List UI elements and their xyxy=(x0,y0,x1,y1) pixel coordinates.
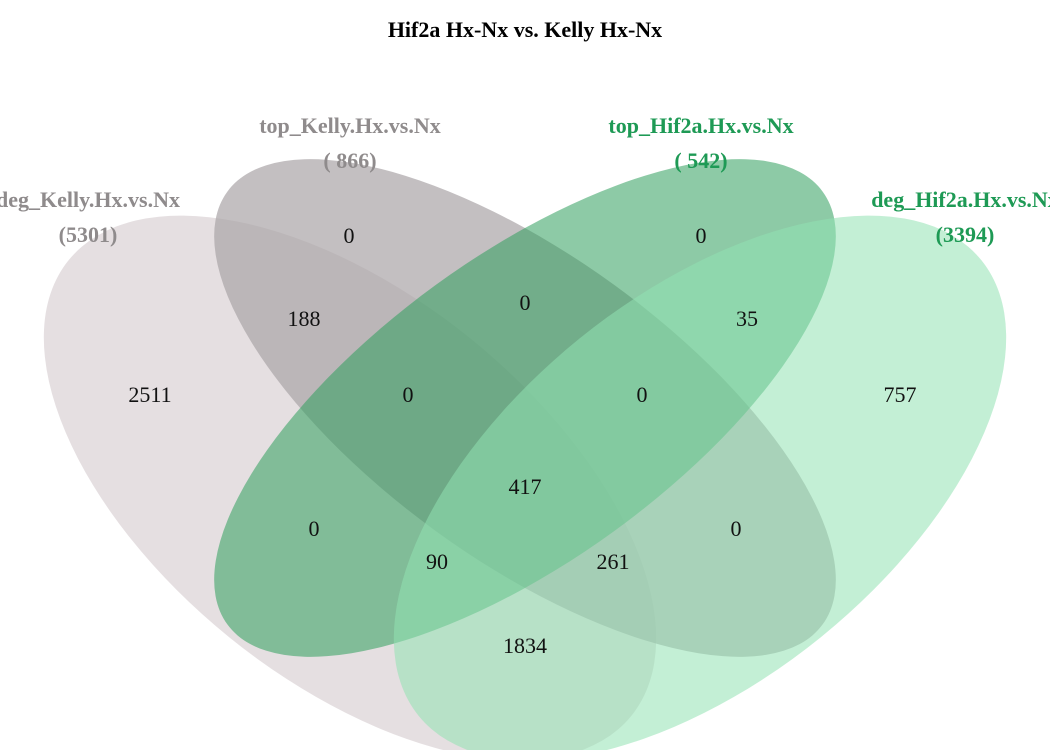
region-count: 0 xyxy=(696,223,707,248)
region-count: 0 xyxy=(520,290,531,315)
set-size: (5301) xyxy=(59,222,118,247)
region-count: 1834 xyxy=(503,633,547,658)
set-size: ( 542) xyxy=(674,148,727,173)
region-count: 757 xyxy=(884,382,917,407)
region-count: 261 xyxy=(597,549,630,574)
region-count: 417 xyxy=(509,474,542,499)
region-count: 90 xyxy=(426,549,448,574)
set-size: (3394) xyxy=(936,222,995,247)
region-count: 2511 xyxy=(128,382,171,407)
region-count: 0 xyxy=(403,382,414,407)
region-count: 0 xyxy=(344,223,355,248)
region-count: 0 xyxy=(309,516,320,541)
region-count: 0 xyxy=(637,382,648,407)
set-name: deg_Kelly.Hx.vs.Nx xyxy=(0,187,180,212)
set-name: top_Kelly.Hx.vs.Nx xyxy=(259,113,441,138)
region-count: 188 xyxy=(288,306,321,331)
region-count: 35 xyxy=(736,306,758,331)
region-count: 0 xyxy=(731,516,742,541)
set-size: ( 866) xyxy=(323,148,376,173)
set-name: top_Hif2a.Hx.vs.Nx xyxy=(608,113,793,138)
chart-title: Hif2a Hx-Nx vs. Kelly Hx-Nx xyxy=(388,17,662,42)
set-ellipse xyxy=(393,215,1007,750)
set-name: deg_Hif2a.Hx.vs.Nx xyxy=(871,187,1050,212)
